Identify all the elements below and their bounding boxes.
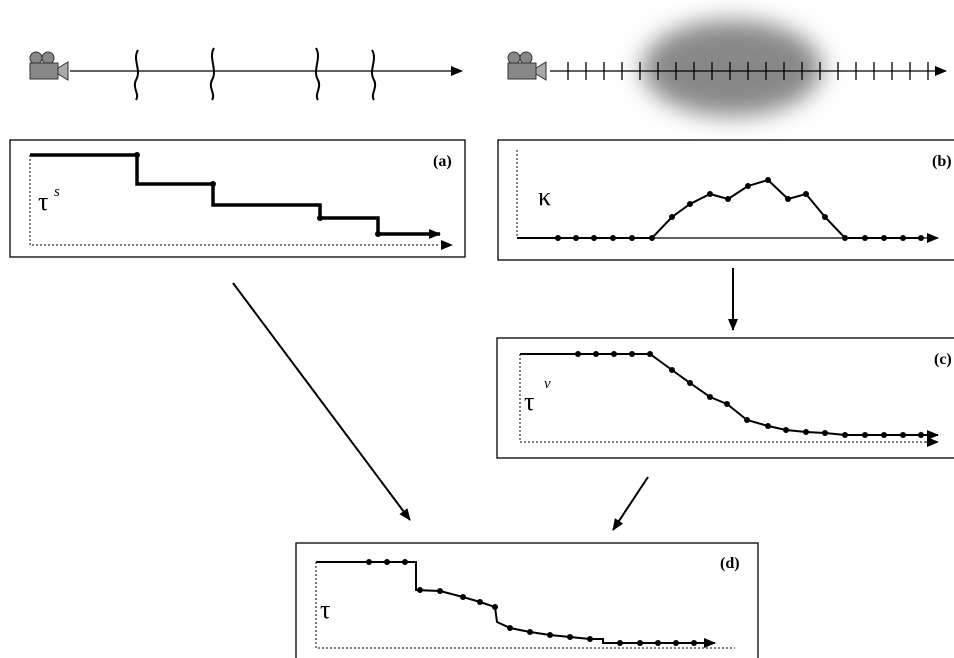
- panel-label: (b): [932, 153, 952, 170]
- superscript: s: [54, 184, 60, 200]
- panel-label: (c): [934, 351, 952, 368]
- panel-d: (d) τ: [296, 543, 758, 658]
- camera-icon: [30, 52, 68, 80]
- panel-a: (a) τ s: [10, 140, 465, 257]
- superscript: v: [544, 376, 551, 392]
- shot-boundaries: [135, 48, 375, 100]
- arrow: [233, 283, 410, 520]
- panel-label: (d): [720, 555, 740, 572]
- panel-c: (c) τ v: [497, 338, 954, 458]
- symbol: τ: [38, 187, 48, 216]
- frame-ticks: [568, 62, 928, 80]
- camera-icon: [508, 52, 546, 80]
- symbol: τ: [524, 387, 534, 416]
- arrow: [613, 477, 648, 530]
- blur-cloud: [642, 20, 822, 116]
- diagram: (a) τ s (b) κ (c) τ v: [0, 0, 954, 658]
- symbol: κ: [538, 182, 551, 211]
- symbol: τ: [320, 595, 330, 624]
- panel-label: (a): [433, 153, 452, 170]
- panel-b: (b) κ: [498, 140, 954, 260]
